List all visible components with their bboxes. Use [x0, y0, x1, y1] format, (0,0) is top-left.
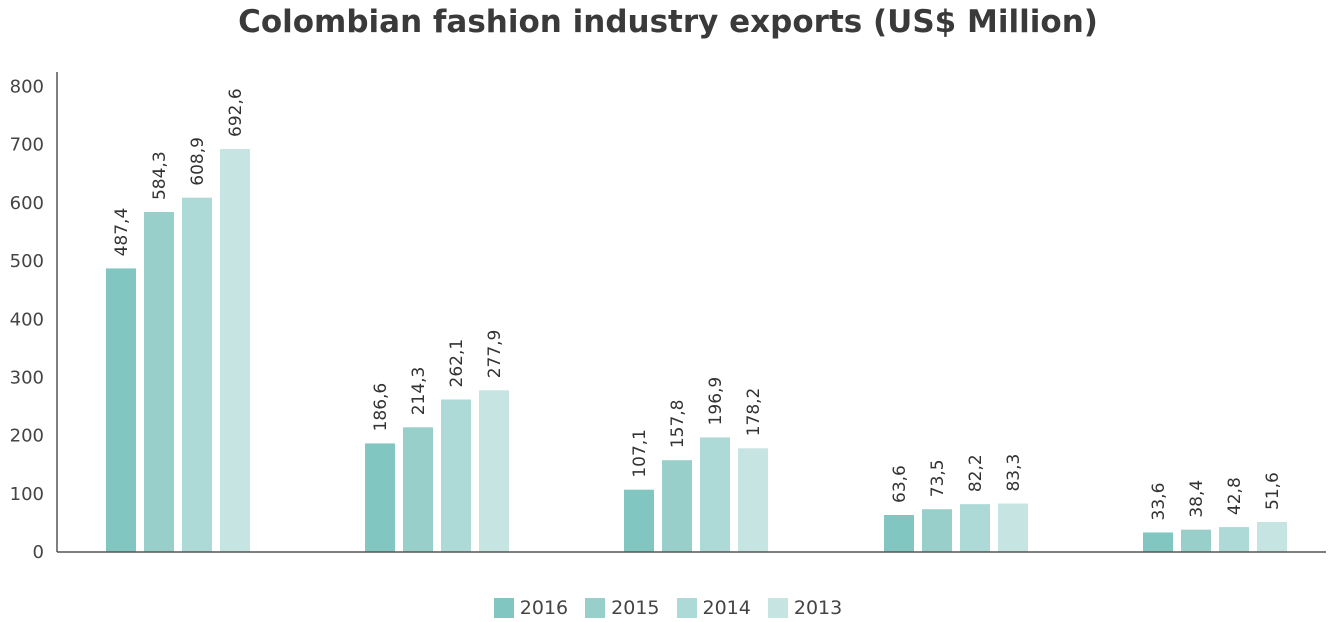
data-label: 186,6 — [371, 383, 391, 432]
data-label: 214,3 — [409, 367, 429, 416]
bar-2015-group-3 — [662, 460, 692, 552]
legend-label: 2013 — [793, 597, 843, 619]
bar-2015-group-2 — [403, 427, 433, 552]
data-label: 157,8 — [668, 400, 688, 449]
legend-swatch — [676, 598, 697, 618]
bar-2014-group-5 — [1219, 527, 1249, 552]
data-labels: 487,4 584,3 608,9 692,6 186,6 214,3 262,1 277,9… — [112, 88, 1283, 520]
data-label: 584,3 — [150, 151, 170, 200]
data-label: 608,9 — [188, 137, 208, 186]
data-label: 107,1 — [630, 429, 650, 478]
bar-2013-group-3 — [738, 448, 768, 552]
data-label: 38,4 — [1187, 480, 1207, 518]
bar-2015-group-5 — [1181, 529, 1211, 552]
bar-chart: 0 100 200 300 400 500 600 700 800 487,4 584,3 608,… — [10, 72, 1326, 564]
bar-2016-group-3 — [624, 489, 654, 552]
y-tick-label: 300 — [10, 367, 44, 388]
y-tick-label: 100 — [10, 484, 44, 505]
legend-item-2014: 2014 — [676, 597, 751, 619]
y-axis: 0 100 200 300 400 500 600 700 800 — [10, 77, 44, 564]
legend-label: 2016 — [519, 597, 569, 619]
legend-swatch — [493, 598, 514, 618]
data-label: 487,4 — [112, 208, 132, 257]
data-label: 262,1 — [447, 339, 467, 388]
data-label: 178,2 — [744, 388, 764, 437]
y-tick-label: 200 — [10, 426, 44, 447]
bar-2016-group-5 — [1143, 532, 1173, 552]
bar-2014-group-2 — [441, 399, 471, 552]
axis-lines — [56, 72, 1326, 553]
bar-2014-group-1 — [182, 197, 212, 552]
data-label: 33,6 — [1149, 483, 1169, 521]
data-label: 63,6 — [890, 465, 910, 503]
bar-2015-group-1 — [144, 212, 174, 552]
legend-item-2016: 2016 — [493, 597, 569, 619]
bar-2016-group-1 — [106, 268, 136, 552]
bar-2014-group-4 — [960, 504, 990, 552]
data-label: 51,6 — [1263, 472, 1283, 510]
data-label: 42,8 — [1225, 477, 1245, 515]
y-tick-label: 0 — [33, 542, 44, 563]
legend-item-2015: 2015 — [585, 597, 660, 619]
bar-2016-group-2 — [365, 443, 395, 552]
chart-title: Colombian fashion industry exports (US$ … — [238, 4, 1098, 40]
data-label: 82,2 — [966, 454, 986, 492]
legend-label: 2014 — [702, 597, 751, 619]
legend-swatch — [767, 598, 788, 618]
y-tick-label: 500 — [10, 251, 44, 272]
data-label: 83,3 — [1004, 454, 1024, 492]
legend-item-2013: 2013 — [767, 597, 843, 619]
y-tick-label: 400 — [10, 309, 44, 330]
data-label: 73,5 — [928, 459, 948, 497]
legend: 2016 2015 2014 2013 — [0, 597, 1336, 619]
data-label: 277,9 — [485, 330, 505, 379]
bars — [106, 148, 1287, 552]
legend-label: 2015 — [611, 597, 660, 619]
bar-2013-group-1 — [220, 148, 250, 552]
legend-swatch — [585, 598, 606, 618]
y-tick-label: 600 — [10, 193, 44, 214]
bar-2015-group-4 — [922, 509, 952, 552]
bar-2013-group-2 — [479, 390, 509, 552]
bar-2013-group-4 — [998, 503, 1028, 552]
bar-2014-group-3 — [700, 437, 730, 552]
data-label: 196,9 — [706, 377, 726, 426]
y-tick-label: 700 — [10, 135, 44, 156]
y-tick-label: 800 — [10, 77, 44, 98]
bar-2013-group-5 — [1257, 521, 1287, 552]
data-label: 692,6 — [226, 88, 246, 137]
bar-2016-group-4 — [884, 514, 914, 552]
